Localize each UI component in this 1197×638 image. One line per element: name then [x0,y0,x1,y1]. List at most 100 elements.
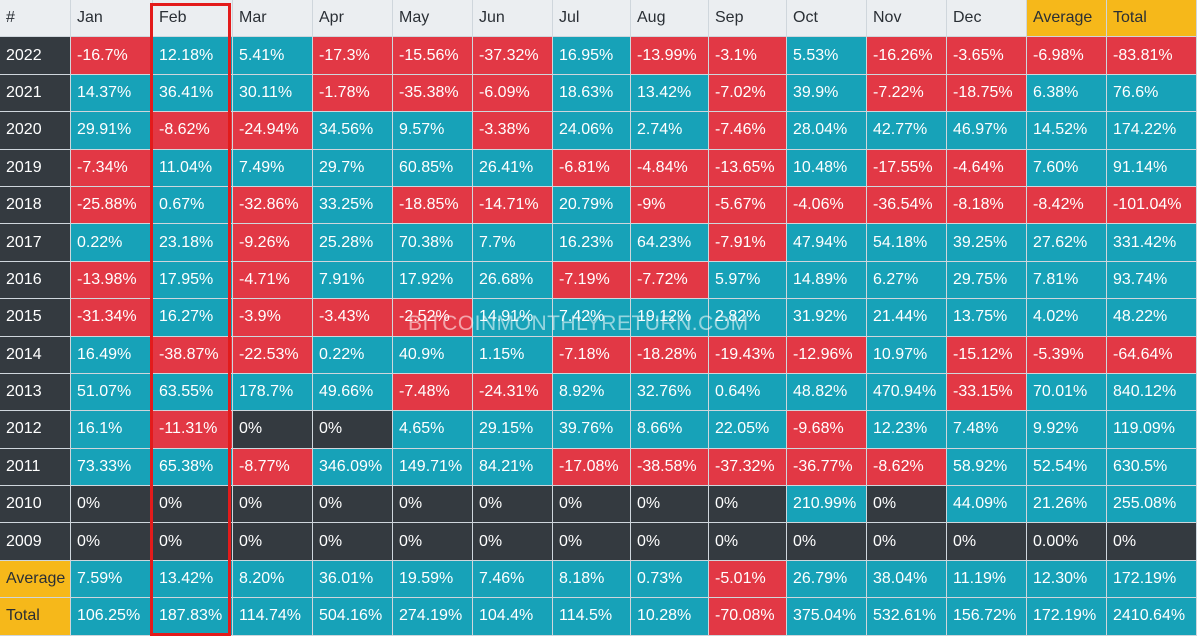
return-cell: 274.19% [393,598,473,636]
table-row: 2012 16.1% -11.31% 0% 0% 4.65% 29.15% 39.76% 8.6… [0,411,1197,449]
return-cell: 26.68% [473,261,553,300]
return-cell: -13.99% [631,37,709,75]
return-cell: 36.01% [313,560,393,599]
summary-label: Total [0,598,71,636]
return-cell: 17.92% [393,261,473,300]
table-row: 2021 14.37% 36.41% 30.11% -1.78% -35.38% -6.09… [0,74,1197,113]
return-cell: -36.77% [787,448,867,487]
return-cell: 39.25% [947,224,1027,262]
return-cell: 0% [71,523,153,561]
return-cell: 104.4% [473,598,553,636]
return-cell: 20.79% [553,186,631,225]
return-cell: 5.97% [709,261,787,300]
return-cell: 29.15% [473,411,553,449]
return-cell: 0% [947,523,1027,561]
return-cell: -13.98% [71,261,153,300]
return-cell: -33.15% [947,373,1027,412]
return-cell: -6.09% [473,74,553,113]
header-jan: Jan [71,0,153,38]
return-cell: 48.82% [787,373,867,412]
table-row: 2015 -31.34% 16.27% -3.9% -3.43% -2.52% 14.91%… [0,299,1197,337]
return-cell: 51.07% [71,373,153,412]
year-label: 2016 [0,261,71,300]
return-cell: 29.7% [313,149,393,187]
return-cell: 46.97% [947,112,1027,150]
header-aug: Aug [631,0,709,38]
return-cell: 149.71% [393,448,473,487]
year-label: 2020 [0,112,71,150]
return-cell: 0% [867,523,947,561]
return-cell: -15.12% [947,336,1027,374]
return-cell: -4.84% [631,149,709,187]
return-cell: 375.04% [787,598,867,636]
year-label: 2019 [0,149,71,187]
return-cell: 630.5% [1107,448,1197,487]
return-cell: 29.75% [947,261,1027,300]
return-cell: 16.27% [153,299,233,337]
return-cell: 4.02% [1027,299,1107,337]
return-cell: 6.38% [1027,74,1107,113]
return-cell: -18.85% [393,186,473,225]
return-cell: -1.78% [313,74,393,113]
year-label: 2011 [0,448,71,487]
table-row: 2017 0.22% 23.18% -9.26% 25.28% 70.38% 7.7% 16.… [0,224,1197,262]
return-cell: 14.37% [71,74,153,113]
return-cell: 1.15% [473,336,553,374]
return-cell: -38.87% [153,336,233,374]
return-cell: -31.34% [71,299,153,337]
return-cell: 0% [473,523,553,561]
return-cell: 172.19% [1107,560,1197,599]
return-cell: 0% [153,486,233,524]
return-cell: 38.04% [867,560,947,599]
return-cell: 0% [709,523,787,561]
return-cell: 10.97% [867,336,947,374]
table-row: 2011 73.33% 65.38% -8.77% 346.09% 149.71% 84.2… [0,448,1197,487]
return-cell: -7.48% [393,373,473,412]
return-cell: 0% [313,523,393,561]
return-cell: 28.04% [787,112,867,150]
return-cell: 42.77% [867,112,947,150]
return-cell: 19.12% [631,299,709,337]
year-label: 2014 [0,336,71,374]
return-cell: -8.62% [867,448,947,487]
return-cell: 0.22% [313,336,393,374]
header-index: # [0,0,71,38]
table-row: 2018 -25.88% 0.67% -32.86% 33.25% -18.85% -14.… [0,186,1197,225]
return-cell: 119.09% [1107,411,1197,449]
return-cell: 178.7% [233,373,313,412]
return-cell: 8.66% [631,411,709,449]
return-cell: -64.64% [1107,336,1197,374]
return-cell: 13.42% [631,74,709,113]
table-row: 2010 0% 0% 0% 0% 0% 0% 0% 0% 0% 210.99% 0% 44.09% 21.… [0,486,1197,524]
return-cell: 7.48% [947,411,1027,449]
return-cell: 47.94% [787,224,867,262]
return-cell: -9.68% [787,411,867,449]
return-cell: -2.52% [393,299,473,337]
return-cell: 8.92% [553,373,631,412]
return-cell: 12.18% [153,37,233,75]
table-row: 2016 -13.98% 17.95% -4.71% 7.91% 17.92% 26.68%… [0,261,1197,300]
header-oct: Oct [787,0,867,38]
return-cell: 18.63% [553,74,631,113]
return-cell: 4.65% [393,411,473,449]
return-cell: 346.09% [313,448,393,487]
return-cell: -3.65% [947,37,1027,75]
return-cell: 16.1% [71,411,153,449]
return-cell: 33.25% [313,186,393,225]
return-cell: -22.53% [233,336,313,374]
return-cell: -14.71% [473,186,553,225]
return-cell: 11.19% [947,560,1027,599]
return-cell: 27.62% [1027,224,1107,262]
return-cell: -6.81% [553,149,631,187]
return-cell: 0% [313,411,393,449]
header-total: Total [1107,0,1197,38]
return-cell: 48.22% [1107,299,1197,337]
table-row: 2014 16.49% -38.87% -22.53% 0.22% 40.9% 1.15% -… [0,336,1197,374]
return-cell: 0.73% [631,560,709,599]
return-cell: 2410.64% [1107,598,1197,636]
return-cell: 16.95% [553,37,631,75]
return-cell: -4.64% [947,149,1027,187]
return-cell: 172.19% [1027,598,1107,636]
return-cell: -12.96% [787,336,867,374]
